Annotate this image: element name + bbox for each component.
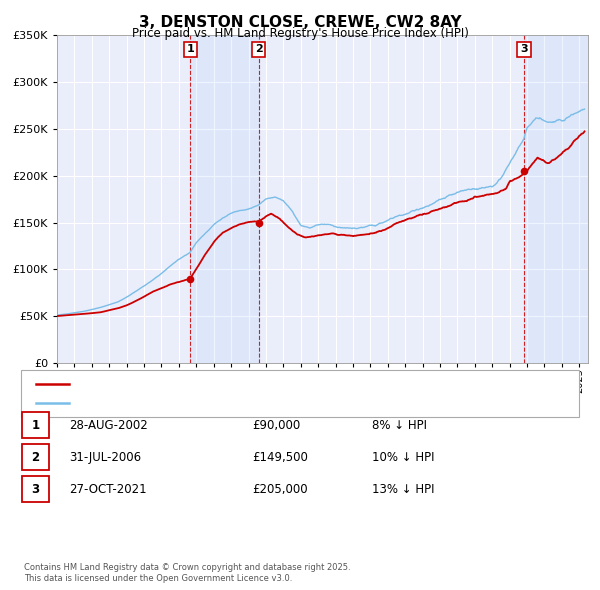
Text: 3, DENSTON CLOSE, CREWE, CW2 8AY (semi-detached house): 3, DENSTON CLOSE, CREWE, CW2 8AY (semi-d… (76, 379, 400, 389)
Text: 28-AUG-2002: 28-AUG-2002 (69, 419, 148, 432)
Text: 27-OCT-2021: 27-OCT-2021 (69, 483, 146, 496)
Bar (190, 35, 259, 363)
Text: 10% ↓ HPI: 10% ↓ HPI (372, 451, 434, 464)
Text: 3: 3 (520, 44, 528, 54)
Text: Price paid vs. HM Land Registry's House Price Index (HPI): Price paid vs. HM Land Registry's House … (131, 27, 469, 40)
Text: 1: 1 (187, 44, 194, 54)
Text: 13% ↓ HPI: 13% ↓ HPI (372, 483, 434, 496)
Text: 3, DENSTON CLOSE, CREWE, CW2 8AY: 3, DENSTON CLOSE, CREWE, CW2 8AY (139, 15, 461, 30)
Text: £90,000: £90,000 (252, 419, 300, 432)
Text: 2: 2 (255, 44, 262, 54)
Text: £205,000: £205,000 (252, 483, 308, 496)
Text: 31-JUL-2006: 31-JUL-2006 (69, 451, 141, 464)
Text: £149,500: £149,500 (252, 451, 308, 464)
Bar (524, 35, 588, 363)
Text: 3: 3 (31, 483, 40, 496)
Text: 1: 1 (31, 419, 40, 432)
Text: HPI: Average price, semi-detached house, Cheshire East: HPI: Average price, semi-detached house,… (76, 398, 370, 408)
Text: 8% ↓ HPI: 8% ↓ HPI (372, 419, 427, 432)
Text: This data is licensed under the Open Government Licence v3.0.: This data is licensed under the Open Gov… (24, 574, 292, 583)
Text: Contains HM Land Registry data © Crown copyright and database right 2025.: Contains HM Land Registry data © Crown c… (24, 563, 350, 572)
Text: 2: 2 (31, 451, 40, 464)
